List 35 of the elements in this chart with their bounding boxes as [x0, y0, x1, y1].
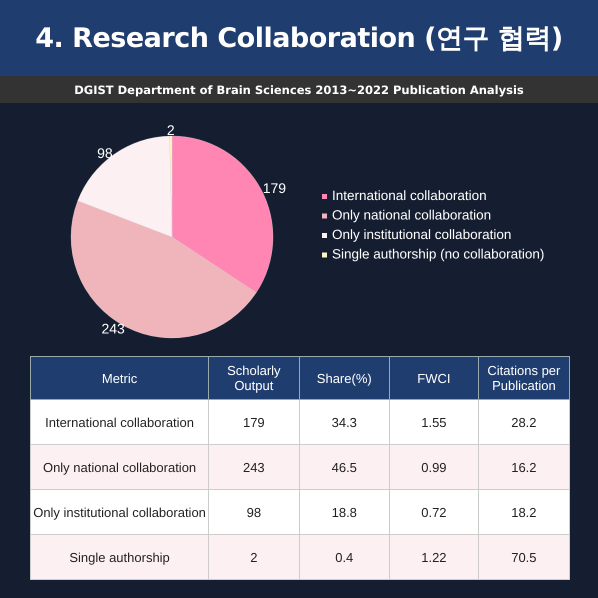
legend-label: Only national collaboration [332, 208, 492, 222]
data-label: 179 [262, 180, 286, 196]
chart-title: 4. Research Collaboration (연구 협력) [0, 0, 598, 76]
series-label: FWCI [390, 356, 478, 400]
data-label: 1.55 [390, 400, 478, 444]
series-label: Scholarly Output [208, 356, 300, 400]
data-label: 98 [208, 490, 300, 534]
data-label: 18.2 [478, 490, 570, 534]
chart-subtitle: DGIST Department of Brain Sciences 2013~2022 Publication Analysis [0, 76, 598, 103]
data-label: 0.4 [299, 534, 390, 580]
text: Metric [30, 356, 209, 400]
data-label: 18.8 [299, 490, 390, 534]
data-label: 2 [166, 122, 175, 138]
data-label: 28.2 [478, 400, 570, 444]
data-label: 243 [101, 320, 126, 337]
category-label: Only institutional collaboration [30, 490, 209, 534]
data-label: 1.22 [390, 534, 478, 580]
data-label: 0.99 [390, 444, 478, 490]
data-label: 34.3 [299, 400, 390, 444]
legend-label: International collaboration [332, 188, 487, 203]
data-label: 46.5 [299, 444, 390, 490]
data-label: 0.72 [390, 490, 478, 534]
data-label: 179 [208, 400, 300, 444]
category-label: International collaboration [30, 400, 209, 444]
legend-label: Single authorship (no collaboration) [332, 246, 544, 262]
category-label: Single authorship [30, 534, 209, 580]
data-label: 70.5 [478, 534, 570, 580]
series-label: Share(%) [299, 356, 390, 400]
category-label: Only national collaboration [30, 444, 209, 490]
data-label: 2 [208, 534, 300, 580]
series-label: Citations per Publication [478, 356, 570, 400]
data-label: 16.2 [478, 444, 570, 490]
legend-label: Only institutional collaboration [332, 227, 512, 242]
data-label: 98 [97, 144, 113, 161]
data-label: 243 [208, 444, 300, 490]
